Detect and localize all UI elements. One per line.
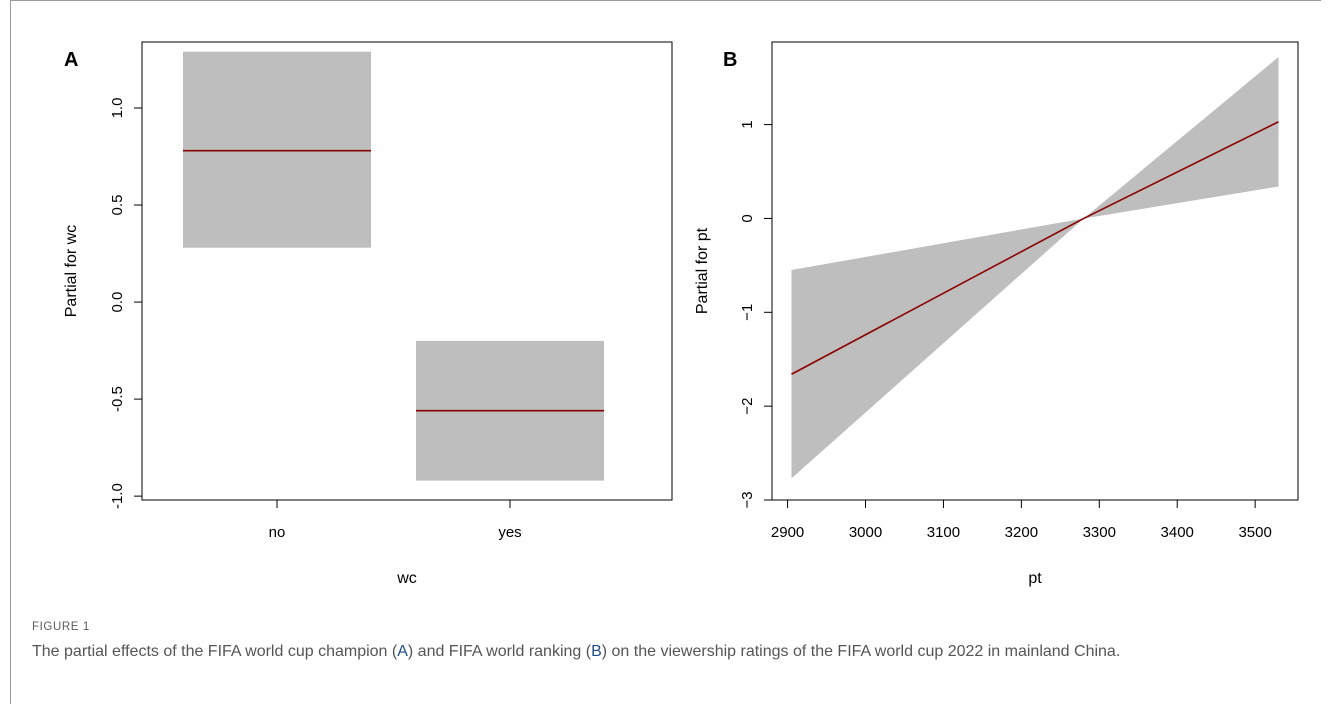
panel-a-y-tick-label: 0.5 xyxy=(109,195,126,216)
figure-label: FIGURE 1 xyxy=(32,621,90,633)
panel-b-x-tick-label: 3000 xyxy=(849,524,882,541)
panel-b: B −3−2−101 2900 3000 3100 3200 3300 3400 3500 … xyxy=(694,41,1299,587)
panel-b-y-tick-label: −1 xyxy=(739,304,756,321)
panel-b-y-tick-label: 0 xyxy=(739,214,756,222)
panel-b-x-tick-label: 3100 xyxy=(927,524,960,541)
panel-a-y-tick-label: -0.5 xyxy=(109,386,126,412)
figure-caption: The partial effects of the FIFA world cu… xyxy=(32,641,1294,663)
panel-a-y-tick-label: 0.0 xyxy=(109,292,126,313)
panel-b-fit-line xyxy=(791,121,1279,375)
caption-ref-b: B xyxy=(591,643,602,660)
caption-part-1: The partial effects of the FIFA world cu… xyxy=(32,643,398,660)
panel-a-label: A xyxy=(64,49,78,71)
panel-b-x-axis-label: pt xyxy=(1028,570,1042,587)
caption-part-3: ) on the viewership ratings of the FIFA … xyxy=(601,643,1121,660)
panel-a-y-axis-label: Partial for wc xyxy=(63,225,80,317)
panel-b-x-tick-label: 3400 xyxy=(1161,524,1194,541)
panel-b-ci-band xyxy=(791,57,1279,479)
panel-a: A -1.0 -0.5 0.0 0.5 1.0 no yes wc Partial for… xyxy=(63,41,673,587)
panel-b-label: B xyxy=(723,49,737,71)
panel-b-y-tick-label: −3 xyxy=(739,491,756,508)
panel-a-x-tick-label: no xyxy=(269,524,286,541)
panel-b-x-tick-label: 3300 xyxy=(1083,524,1116,541)
panel-b-x-tick-label: 2900 xyxy=(771,524,804,541)
panel-b-y-tick-label: 1 xyxy=(739,120,756,128)
panel-a-x-axis-label: wc xyxy=(396,570,417,587)
panel-a-y-tick-label: 1.0 xyxy=(109,98,126,119)
panel-b-y-axis-label: Partial for pt xyxy=(694,227,711,314)
panel-b-x-tick-label: 3200 xyxy=(1005,524,1038,541)
figure-svg: A -1.0 -0.5 0.0 0.5 1.0 no yes wc Partial for… xyxy=(63,41,1299,587)
caption-ref-a: A xyxy=(397,643,408,660)
panel-a-x-tick-label: yes xyxy=(498,524,521,541)
panel-a-ci-band-no xyxy=(183,51,371,248)
caption-part-2: ) and FIFA world ranking ( xyxy=(407,643,592,660)
panel-a-y-tick-label: -1.0 xyxy=(109,483,126,509)
panel-b-y-tick-label: −2 xyxy=(739,398,756,415)
panel-b-x-tick-label: 3500 xyxy=(1238,524,1271,541)
figure-frame xyxy=(10,0,1321,704)
